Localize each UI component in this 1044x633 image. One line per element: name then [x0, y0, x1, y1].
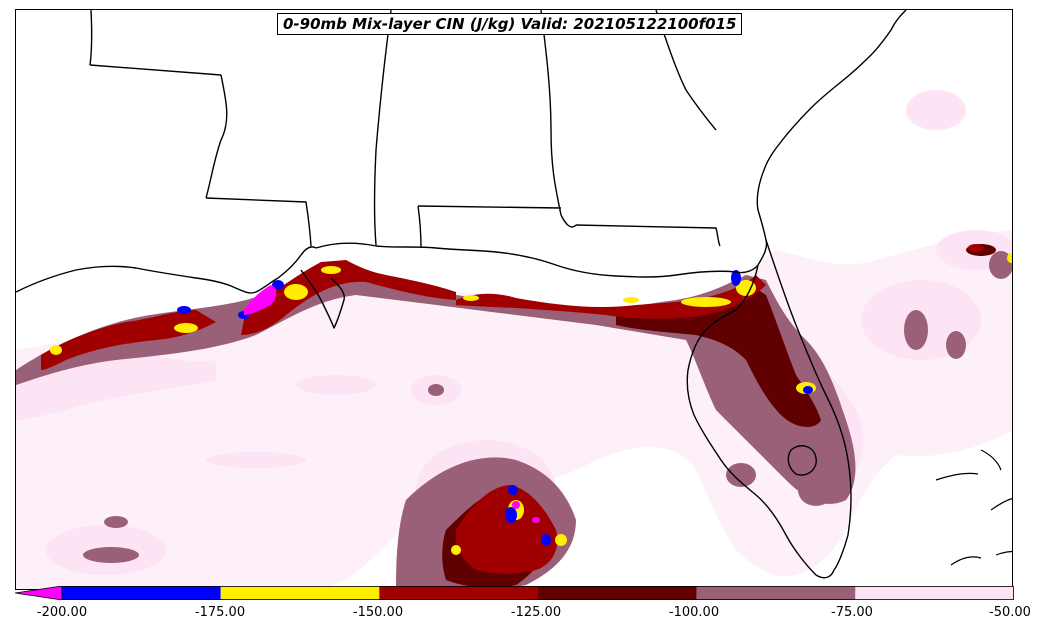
cin-map — [16, 10, 1012, 589]
cin-contours-magenta — [244, 285, 540, 523]
cin-contours-blue — [177, 270, 813, 546]
colorbar-tick-label: -100.00 — [668, 605, 720, 620]
map-title: 0-90mb Mix-layer CIN (J/kg) Valid: 20210… — [277, 13, 743, 35]
colorbar-tick-labels: -200.00 -175.00 -150.00 -125.00 -100.00 -75.0… — [0, 605, 1044, 625]
colorbar-segment — [220, 586, 380, 600]
colorbar-segment — [62, 586, 221, 600]
colorbar-segment — [379, 586, 538, 600]
colorbar-outline — [61, 586, 1014, 600]
colorbar-tick-label: -125.00 — [510, 605, 562, 620]
colorbar-tick-label: -200.00 — [36, 605, 88, 620]
colorbar-segment — [538, 586, 697, 600]
colorbar — [15, 586, 1014, 600]
colorbar-tick-label: -150.00 — [352, 605, 404, 620]
colorbar-tick-label: -50.00 — [989, 605, 1031, 620]
coastlines-and-borders — [16, 10, 907, 579]
colorbar-extend-triangle — [15, 586, 63, 600]
colorbar-segment — [696, 586, 856, 600]
map-panel — [15, 9, 1013, 590]
cuba-bahamas-outlines — [935, 449, 1012, 566]
colorbar-tick-label: -175.00 — [194, 605, 246, 620]
cin-contours-dark-red — [41, 244, 984, 574]
colorbar-segment — [855, 586, 1014, 600]
colorbar-tick-label: -75.00 — [831, 605, 873, 620]
